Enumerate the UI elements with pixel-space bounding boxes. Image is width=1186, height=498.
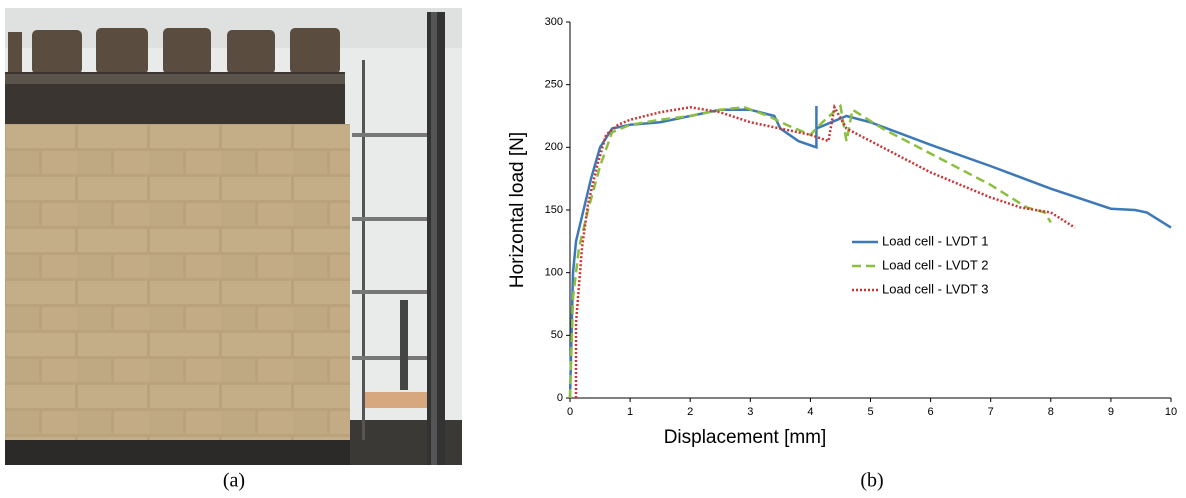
caption: (b) [860, 470, 883, 492]
series-line [568, 103, 1052, 399]
x-tick-label: 2 [687, 406, 693, 418]
series-line [568, 105, 1172, 399]
series-line [574, 103, 1076, 398]
x-tick-label: 7 [988, 406, 994, 418]
x-tick-label: 8 [1048, 406, 1054, 418]
x-tick-label: 6 [928, 406, 934, 418]
legend-label: Load cell - LVDT 2 [882, 257, 988, 272]
x-tick-label: 9 [1108, 406, 1114, 418]
x-tick-label: 4 [807, 406, 813, 418]
photo [5, 8, 462, 465]
y-tick-label: 150 [545, 204, 563, 216]
y-tick-label: 0 [557, 392, 563, 404]
x-tick-label: 3 [747, 406, 753, 418]
x-tick-label: 0 [567, 406, 573, 418]
legend-label: Load cell - LVDT 3 [882, 281, 988, 296]
y-tick-label: 50 [551, 329, 563, 341]
x-tick-label: 5 [867, 406, 873, 418]
x-tick-label: 1 [627, 406, 633, 418]
y-tick-label: 250 [545, 79, 563, 91]
legend-label: Load cell - LVDT 1 [882, 233, 988, 248]
caption: (a) [223, 470, 245, 492]
x-axis-label: Displacement [mm] [664, 427, 827, 448]
y-tick-label: 100 [545, 267, 563, 279]
y-axis-label: Horizontal load [N] [507, 132, 528, 288]
y-tick-label: 200 [545, 141, 563, 153]
chart: Displacement [mm] Horizontal load [N] 0 5… [507, 16, 1177, 448]
y-tick-label: 300 [545, 16, 563, 28]
x-tick-label: 10 [1165, 406, 1177, 418]
